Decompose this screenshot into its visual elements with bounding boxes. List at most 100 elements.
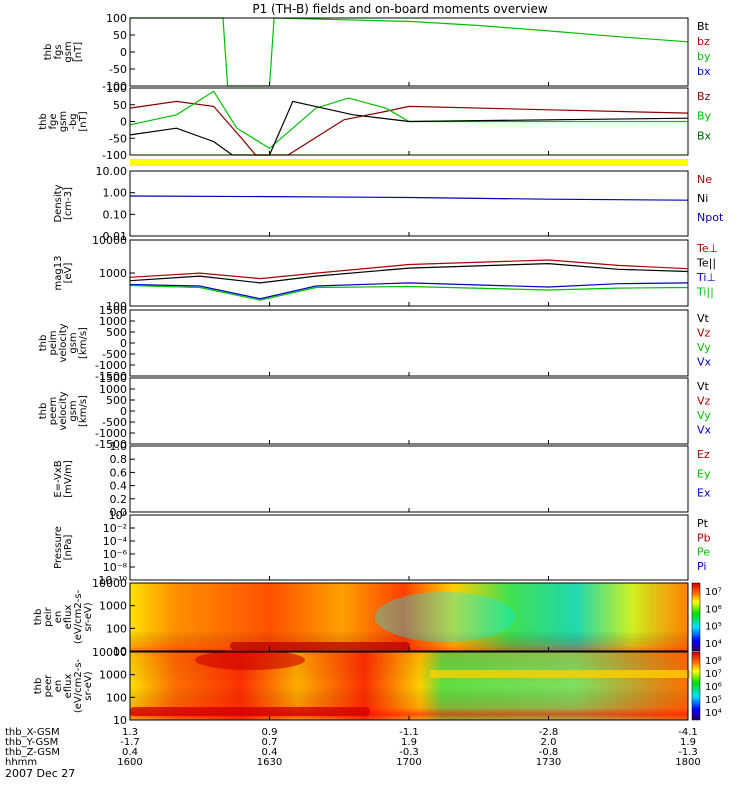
footer-value: -4.1: [678, 727, 698, 738]
series-line-Te||: [129, 262, 689, 284]
y-label-line: mag13: [53, 256, 64, 291]
electron-low-band: [130, 707, 370, 716]
legend-item: Pe: [697, 546, 710, 559]
y-label-line: thb: [43, 44, 54, 61]
legend-item: Pi: [697, 560, 706, 573]
footer-row-label: thb_Z-GSM: [5, 747, 60, 758]
y-label-line: fgs: [53, 44, 64, 59]
y-label-line: gsm: [68, 332, 79, 353]
y-label-line: velocity: [58, 323, 69, 362]
y-label-line: gsm: [58, 111, 69, 132]
y-label-line: peem: [48, 397, 59, 425]
y-tick-label: 0: [120, 337, 127, 350]
colorbar-label: 10⁶: [705, 682, 722, 693]
colorbar-label: 10⁴: [705, 639, 722, 650]
legend-item: Pt: [697, 517, 709, 530]
legend-item: Ti||: [696, 286, 714, 299]
y-axis-label: Density [cm-3]: [53, 184, 74, 222]
y-label-line: [nPa]: [63, 534, 74, 560]
panel-frame: [129, 170, 689, 237]
y-tick-label: 500: [106, 326, 127, 339]
y-tick-label: 100: [106, 622, 127, 635]
colorbar-8: [691, 582, 701, 652]
y-tick-label: -100: [102, 80, 127, 93]
y-label-line: eflux: [63, 605, 74, 630]
y-label-line: sr-eV): [83, 602, 94, 631]
y-tick-label: 10: [113, 714, 127, 727]
y-tick-label: 10000: [92, 577, 127, 590]
ion-low-energy-band: [230, 642, 410, 650]
y-tick-label: 0: [120, 405, 127, 418]
colorbar-9: [691, 651, 701, 721]
footer-row-label: thb_X-GSM: [5, 727, 60, 738]
spectrogram-shade-8: [130, 583, 688, 651]
y-label-line: thb: [38, 335, 49, 352]
panel-frame: [129, 377, 689, 445]
footer-value: -1.1: [399, 727, 419, 738]
y-tick-label: 10⁻¹⁰: [98, 574, 127, 587]
y-label-line: thb: [38, 113, 49, 130]
y-label-line: (eV/cm2-s-: [73, 589, 84, 644]
legend-item: Ti⊥: [696, 271, 716, 284]
legend-item: Pb: [697, 531, 711, 544]
y-label-line: velocity: [58, 391, 69, 430]
series-line-Ti||: [129, 284, 689, 301]
y-tick-label: -500: [102, 416, 127, 429]
legend-item: Ex: [697, 487, 711, 500]
y-label-line: thb: [33, 678, 44, 695]
y-axis-label: thb fgs gsm [nT]: [43, 41, 84, 62]
y-tick-label: 10⁻⁸: [103, 561, 128, 574]
legend-item: bz: [697, 35, 710, 48]
footer-value: 1.9: [680, 737, 696, 748]
y-tick-label: 50: [113, 29, 127, 42]
y-label-line: peer: [43, 674, 54, 698]
legend-item: Vt: [697, 312, 710, 325]
y-label-line: Density: [53, 184, 64, 222]
y-tick-label: 10⁰: [109, 509, 128, 522]
y-tick-label: 10: [113, 645, 127, 658]
y-axis-label: thb peir en eflux (eV/cm2-s-sr-eV): [33, 589, 94, 644]
y-label-line: eflux: [63, 674, 74, 699]
y-axis-label: thb peim velocity gsm [km/s]: [38, 323, 89, 362]
y-tick-label: 10000: [92, 646, 127, 659]
y-axis-label: E=-VxB [mV/m]: [53, 460, 74, 498]
y-label-line: [nT]: [73, 42, 84, 62]
ion-cyan-region: [375, 592, 515, 642]
y-tick-label: -50: [109, 132, 127, 145]
legend-item: Te||: [696, 257, 716, 270]
y-label-line: en: [53, 611, 64, 624]
y-tick-label: 0.0: [110, 506, 128, 519]
series-line-Npot: [129, 195, 689, 201]
y-tick-label: 1000: [99, 315, 127, 328]
y-label-line: peir: [43, 606, 54, 626]
legend-item: By: [697, 110, 712, 123]
y-label-line: gsm: [68, 400, 79, 421]
y-tick-label: 10000: [92, 234, 127, 247]
footer-value: 2.0: [541, 737, 557, 748]
footer-value: -2.8: [539, 727, 559, 738]
footer-value: 1700: [396, 757, 421, 768]
y-label-line: [nT]: [78, 111, 89, 131]
colorbar-label: 10⁴: [705, 708, 722, 719]
electron-top-band: [195, 650, 305, 670]
footer-value: 1800: [675, 757, 700, 768]
footer-value: 0.7: [262, 737, 278, 748]
legend-item: Ey: [697, 467, 711, 480]
colorbar-label: 10⁵: [705, 695, 722, 706]
y-label-line: (eV/cm2-s-: [73, 658, 84, 713]
colorbar-label: 10⁷: [705, 669, 722, 680]
y-tick-label: 1500: [99, 372, 127, 385]
series-line-Bx: [129, 100, 689, 156]
y-tick-label: 1000: [99, 267, 127, 280]
y-tick-label: 0.01: [103, 230, 128, 243]
panel-frame: [129, 445, 689, 513]
legend-item: Vz: [697, 327, 711, 340]
series-line-by: [130, 17, 689, 87]
series-line-By: [129, 90, 688, 150]
footer-value: -1.7: [120, 737, 140, 748]
y-tick-label: 0.6: [110, 466, 128, 479]
y-tick-label: 500: [106, 394, 127, 407]
y-tick-label: 0.2: [110, 493, 128, 506]
legend-item: by: [697, 50, 711, 63]
